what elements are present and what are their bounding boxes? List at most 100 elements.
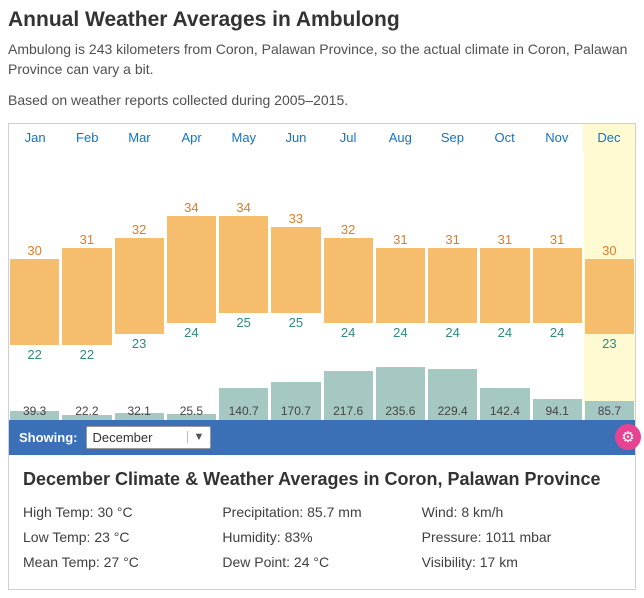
low-temp-label: 24 [375, 325, 426, 340]
chart-column[interactable]: 31 24 142.4 [479, 152, 531, 420]
precip-label: 25.5 [166, 404, 217, 418]
chart-column[interactable]: 30 23 85.7 [584, 152, 635, 420]
precip-label: 32.1 [114, 404, 165, 418]
chart-column[interactable]: 312494.1 [532, 152, 584, 420]
high-temp-label: 34 [166, 200, 217, 215]
month-link[interactable]: Apr [181, 130, 201, 145]
high-temp-label: 32 [114, 222, 165, 237]
month-link[interactable]: Feb [76, 130, 98, 145]
precip-label: 217.6 [323, 404, 374, 418]
month-link[interactable]: Sep [441, 130, 464, 145]
detail-row: Precipitation: 85.7 mm [222, 500, 421, 525]
high-temp-label: 33 [270, 211, 321, 226]
low-temp-label: 22 [61, 347, 112, 362]
precip-label: 85.7 [584, 404, 635, 418]
precip-label: 235.6 [375, 404, 426, 418]
low-temp-label: 22 [9, 347, 60, 362]
month-link[interactable]: Aug [389, 130, 412, 145]
details-grid: High Temp: 30 °CLow Temp: 23 °CMean Temp… [23, 500, 621, 576]
climate-chart: Jan Feb Mar Apr May Jun Jul Aug Sep Oct Nov Dec 30 2… [8, 123, 636, 591]
month-select[interactable]: JanuaryFebruaryMarchAprilMayJuneJulyAugu… [87, 427, 187, 448]
detail-row: Wind: 8 km/h [422, 500, 621, 525]
chart-body: 302239.3312222.2322332.1342425.53425140.… [9, 152, 635, 420]
temp-band [62, 248, 111, 344]
month-header[interactable]: Mar [113, 124, 165, 152]
month-header[interactable]: Sep [426, 124, 478, 152]
detail-row: Mean Temp: 27 °C [23, 550, 222, 575]
temp-band [271, 227, 320, 313]
precip-label: 170.7 [270, 404, 321, 418]
temp-band [585, 259, 634, 334]
temp-band [219, 216, 268, 312]
month-link[interactable]: Mar [128, 130, 150, 145]
chart-column[interactable]: 31 22 22.2 [61, 152, 113, 420]
detail-row: Low Temp: 23 °C [23, 525, 222, 550]
temp-band [533, 248, 582, 323]
chevron-down-icon: ▼ [187, 431, 211, 443]
month-header[interactable]: Apr [166, 124, 218, 152]
precip-label: 142.4 [479, 404, 530, 418]
month-header[interactable]: Feb [61, 124, 113, 152]
month-link[interactable]: Dec [597, 130, 620, 145]
selector-bar: Showing: JanuaryFebruaryMarchAprilMayJun… [9, 420, 635, 455]
month-header[interactable]: Jul [322, 124, 374, 152]
month-header[interactable]: Nov [531, 124, 583, 152]
high-temp-label: 32 [323, 222, 374, 237]
month-header-row: Jan Feb Mar Apr May Jun Jul Aug Sep Oct Nov Dec [9, 124, 635, 152]
intro-1: Ambulong is 243 kilometers from Coron, P… [8, 40, 636, 79]
chart-column[interactable]: 31 24 235.6 [375, 152, 427, 420]
month-header[interactable]: Jan [9, 124, 61, 152]
precip-label: 39.3 [9, 404, 60, 418]
month-link[interactable]: Jul [340, 130, 357, 145]
page-title: Annual Weather Averages in Ambulong [8, 8, 636, 32]
precip-label: 140.7 [218, 404, 269, 418]
detail-row: Visibility: 17 km [422, 550, 621, 575]
precip-label: 22.2 [61, 404, 112, 418]
gear-icon[interactable]: ⚙ [615, 424, 641, 450]
high-temp-label: 31 [532, 232, 583, 247]
low-temp-label: 24 [479, 325, 530, 340]
details-heading: December Climate & Weather Averages in C… [23, 469, 621, 490]
temp-band [115, 238, 164, 334]
chart-column[interactable]: 3425140.7 [218, 152, 270, 420]
temp-band [324, 238, 373, 324]
high-temp-label: 31 [61, 232, 112, 247]
temp-band [480, 248, 529, 323]
month-link[interactable]: Nov [545, 130, 568, 145]
temp-band [376, 248, 425, 323]
low-temp-label: 24 [323, 325, 374, 340]
intro-2: Based on weather reports collected durin… [8, 91, 636, 111]
high-temp-label: 31 [479, 232, 530, 247]
chart-column[interactable]: 32 24 217.6 [323, 152, 375, 420]
low-temp-label: 23 [114, 336, 165, 351]
low-temp-label: 25 [218, 315, 269, 330]
month-header[interactable]: Oct [479, 124, 531, 152]
high-temp-label: 30 [9, 243, 60, 258]
month-link[interactable]: Oct [495, 130, 515, 145]
detail-row: Dew Point: 24 °C [222, 550, 421, 575]
month-select-wrap: JanuaryFebruaryMarchAprilMayJuneJulyAugu… [86, 426, 212, 449]
high-temp-label: 31 [375, 232, 426, 247]
details-col-3: Wind: 8 km/hPressure: 1011 mbarVisibilit… [422, 500, 621, 576]
chart-column[interactable]: 34 24 25.5 [166, 152, 218, 420]
month-header[interactable]: Aug [374, 124, 426, 152]
low-temp-label: 24 [427, 325, 478, 340]
chart-column[interactable]: 33 25 170.7 [270, 152, 322, 420]
chart-column[interactable]: 32 23 32.1 [114, 152, 166, 420]
chart-column[interactable]: 3124229.4 [427, 152, 479, 420]
low-temp-label: 24 [166, 325, 217, 340]
high-temp-label: 30 [584, 243, 635, 258]
month-header[interactable]: Dec [583, 124, 635, 152]
low-temp-label: 23 [584, 336, 635, 351]
detail-row: Pressure: 1011 mbar [422, 525, 621, 550]
details-col-1: High Temp: 30 °CLow Temp: 23 °CMean Temp… [23, 500, 222, 576]
low-temp-label: 25 [270, 315, 321, 330]
low-temp-label: 24 [532, 325, 583, 340]
month-link[interactable]: Jan [25, 130, 46, 145]
month-header[interactable]: May [218, 124, 270, 152]
details-panel: December Climate & Weather Averages in C… [9, 455, 635, 590]
month-header[interactable]: Jun [270, 124, 322, 152]
month-link[interactable]: Jun [285, 130, 306, 145]
chart-column[interactable]: 30 22 39.3 [9, 152, 61, 420]
month-link[interactable]: May [231, 130, 256, 145]
